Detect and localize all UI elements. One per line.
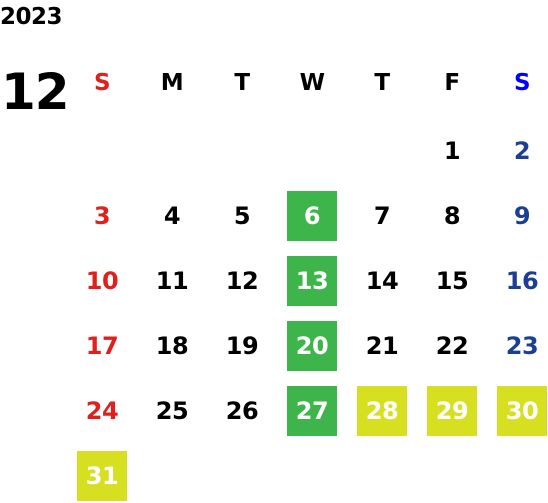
month-label: 12 <box>1 63 70 121</box>
day-number: 13 <box>287 256 337 306</box>
day-number: 16 <box>505 267 539 295</box>
day-cell: 12 <box>207 256 277 306</box>
week-row: 10 11 12 13 14 15 16 <box>67 256 548 306</box>
day-number: 21 <box>365 332 399 360</box>
day-cell: 15 <box>417 256 487 306</box>
day-number: 18 <box>155 332 189 360</box>
day-cell: 2 <box>487 126 548 176</box>
day-number: 31 <box>77 451 127 501</box>
weekday-thu: T <box>374 70 390 96</box>
empty-cell <box>67 126 137 176</box>
day-cell: 4 <box>137 191 207 241</box>
empty-cell <box>137 126 207 176</box>
day-cell: 9 <box>487 191 548 241</box>
empty-cell <box>207 126 277 176</box>
week-row: 24 25 26 27 28 29 30 <box>67 386 548 436</box>
day-number: 27 <box>287 386 337 436</box>
day-number: 23 <box>505 332 539 360</box>
day-cell: 5 <box>207 191 277 241</box>
day-number: 15 <box>435 267 469 295</box>
day-number: 26 <box>225 397 259 425</box>
day-cell: 29 <box>417 386 487 436</box>
week-row: 31 <box>67 451 548 501</box>
day-cell: 13 <box>277 256 347 306</box>
day-number: 8 <box>443 202 461 230</box>
day-number: 2 <box>513 137 531 165</box>
day-number: 29 <box>427 386 477 436</box>
day-cell: 19 <box>207 321 277 371</box>
day-cell: 7 <box>347 191 417 241</box>
day-number: 3 <box>93 202 111 230</box>
day-number: 25 <box>155 397 189 425</box>
day-cell: 22 <box>417 321 487 371</box>
week-row: 17 18 19 20 21 22 23 <box>67 321 548 371</box>
day-number: 4 <box>163 202 181 230</box>
day-number: 11 <box>155 267 189 295</box>
weekday-sat: S <box>513 70 531 96</box>
day-cell: 30 <box>487 386 548 436</box>
day-cell: 27 <box>277 386 347 436</box>
day-number: 30 <box>497 386 547 436</box>
day-number: 10 <box>85 267 119 295</box>
weekday-mon: M <box>160 70 184 96</box>
day-cell: 26 <box>207 386 277 436</box>
empty-cell <box>277 126 347 176</box>
day-number: 17 <box>85 332 119 360</box>
empty-cell <box>417 451 487 501</box>
day-number: 6 <box>287 191 337 241</box>
empty-cell <box>347 451 417 501</box>
day-cell: 14 <box>347 256 417 306</box>
day-cell: 11 <box>137 256 207 306</box>
day-cell: 3 <box>67 191 137 241</box>
weekday-tue: T <box>234 70 250 96</box>
empty-cell <box>487 451 548 501</box>
day-cell: 28 <box>347 386 417 436</box>
empty-cell <box>207 451 277 501</box>
week-row: 3 4 5 6 7 8 9 <box>67 191 548 241</box>
day-number: 22 <box>435 332 469 360</box>
weekday-header: S M T W T F S <box>67 58 548 108</box>
day-cell: 25 <box>137 386 207 436</box>
day-number: 28 <box>357 386 407 436</box>
day-number: 9 <box>513 202 531 230</box>
day-cell: 23 <box>487 321 548 371</box>
day-cell: 16 <box>487 256 548 306</box>
empty-cell <box>277 451 347 501</box>
weekday-fri: F <box>444 70 460 96</box>
weekday-sun: S <box>93 70 111 96</box>
day-cell: 21 <box>347 321 417 371</box>
day-cell: 18 <box>137 321 207 371</box>
day-number: 20 <box>287 321 337 371</box>
day-number: 12 <box>225 267 259 295</box>
day-number: 19 <box>225 332 259 360</box>
day-number: 5 <box>233 202 251 230</box>
day-number: 7 <box>373 202 391 230</box>
year-label: 2023 <box>0 4 63 30</box>
day-cell: 31 <box>67 451 137 501</box>
day-number: 14 <box>365 267 399 295</box>
empty-cell <box>137 451 207 501</box>
day-number: 1 <box>443 137 461 165</box>
day-cell: 20 <box>277 321 347 371</box>
day-cell: 8 <box>417 191 487 241</box>
day-cell: 10 <box>67 256 137 306</box>
empty-cell <box>347 126 417 176</box>
weekday-wed: W <box>299 70 325 96</box>
day-cell: 1 <box>417 126 487 176</box>
day-number: 24 <box>85 397 119 425</box>
day-cell: 24 <box>67 386 137 436</box>
day-cell: 6 <box>277 191 347 241</box>
day-cell: 17 <box>67 321 137 371</box>
